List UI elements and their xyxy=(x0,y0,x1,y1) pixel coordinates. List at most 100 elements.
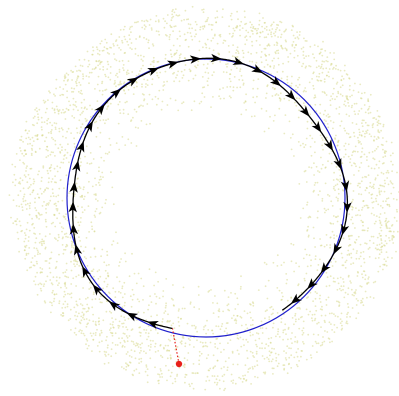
cloud-point xyxy=(380,171,383,174)
cloud-point xyxy=(159,376,162,378)
cloud-point xyxy=(107,76,110,79)
cloud-point xyxy=(181,307,184,310)
cloud-point xyxy=(314,291,317,293)
cloud-point xyxy=(305,137,308,140)
cloud-point xyxy=(376,244,379,247)
cloud-point xyxy=(343,156,345,158)
cloud-point xyxy=(21,179,24,182)
cloud-point xyxy=(143,36,145,39)
cloud-point xyxy=(135,342,138,345)
cloud-point xyxy=(61,312,64,314)
cloud-point xyxy=(144,25,147,28)
cloud-point xyxy=(95,184,97,186)
cloud-point xyxy=(249,303,251,305)
cloud-point xyxy=(331,265,334,267)
cloud-point xyxy=(52,276,55,279)
cloud-point xyxy=(371,151,374,153)
cloud-point xyxy=(119,29,122,31)
cloud-point xyxy=(171,13,174,16)
cloud-point xyxy=(310,154,313,157)
cloud-point xyxy=(261,342,263,345)
cloud-point xyxy=(229,80,232,83)
cloud-point xyxy=(126,328,129,331)
cloud-point xyxy=(249,26,252,29)
cloud-point xyxy=(377,270,380,273)
cloud-point xyxy=(83,98,86,101)
cloud-point xyxy=(14,165,17,168)
cloud-point xyxy=(363,104,366,106)
cloud-point xyxy=(206,38,209,41)
cloud-point xyxy=(210,106,212,108)
cloud-point xyxy=(372,157,375,160)
cloud-point xyxy=(367,165,370,168)
cloud-point xyxy=(288,99,290,102)
cloud-point xyxy=(374,247,377,250)
cloud-point xyxy=(194,65,197,68)
cloud-point xyxy=(225,71,228,74)
cloud-point xyxy=(395,250,397,253)
cloud-point xyxy=(81,65,84,67)
cloud-point xyxy=(259,347,261,349)
cloud-point xyxy=(23,195,25,198)
cloud-point xyxy=(127,88,130,91)
cloud-point xyxy=(175,14,178,17)
cloud-point xyxy=(44,111,47,114)
cloud-point xyxy=(386,177,389,179)
cloud-point xyxy=(149,18,152,21)
cloud-point xyxy=(365,242,368,245)
cloud-point xyxy=(49,271,52,274)
cloud-point xyxy=(96,83,99,86)
cloud-point xyxy=(245,109,248,111)
cloud-point xyxy=(282,338,284,341)
cloud-point xyxy=(71,71,74,73)
cloud-point xyxy=(236,349,239,352)
cloud-point xyxy=(78,81,81,84)
cloud-point xyxy=(339,322,342,324)
cloud-point xyxy=(247,341,249,343)
cloud-point xyxy=(239,377,242,380)
cloud-point xyxy=(197,294,200,296)
cloud-point xyxy=(79,132,81,135)
cloud-point xyxy=(308,81,311,84)
cloud-point xyxy=(246,312,249,315)
cloud-point xyxy=(53,122,56,124)
cloud-point xyxy=(36,138,39,141)
cloud-point xyxy=(360,251,362,254)
cloud-point xyxy=(277,330,279,333)
cloud-point xyxy=(240,275,242,278)
cloud-point xyxy=(19,147,21,149)
cloud-point xyxy=(290,85,292,87)
cloud-point xyxy=(105,310,108,313)
cloud-point xyxy=(314,305,317,307)
cloud-point xyxy=(15,220,17,223)
cloud-point xyxy=(235,322,238,324)
cloud-point xyxy=(121,287,124,290)
cloud-point xyxy=(351,122,354,124)
cloud-point xyxy=(204,388,207,391)
cloud-point xyxy=(91,350,93,352)
cloud-point xyxy=(109,331,112,334)
cloud-point xyxy=(331,205,334,207)
cloud-point xyxy=(176,375,178,377)
cloud-point xyxy=(46,275,49,278)
cloud-point xyxy=(187,79,190,82)
cloud-point xyxy=(329,341,331,344)
cloud-point xyxy=(222,8,224,11)
cloud-point xyxy=(323,119,326,121)
cloud-point xyxy=(50,222,53,225)
cloud-point xyxy=(353,110,356,113)
cloud-point xyxy=(67,127,70,130)
cloud-point xyxy=(212,367,215,370)
cloud-point xyxy=(252,302,255,305)
cloud-point xyxy=(188,343,191,346)
cloud-point xyxy=(183,69,186,71)
cloud-point xyxy=(350,263,352,265)
cloud-point xyxy=(150,343,152,346)
cloud-point xyxy=(43,191,45,193)
start-point-marker xyxy=(175,360,183,368)
cloud-point xyxy=(381,206,384,209)
cloud-point xyxy=(54,95,56,97)
cloud-point xyxy=(105,351,108,353)
cloud-point xyxy=(108,263,110,266)
cloud-point xyxy=(104,202,107,205)
